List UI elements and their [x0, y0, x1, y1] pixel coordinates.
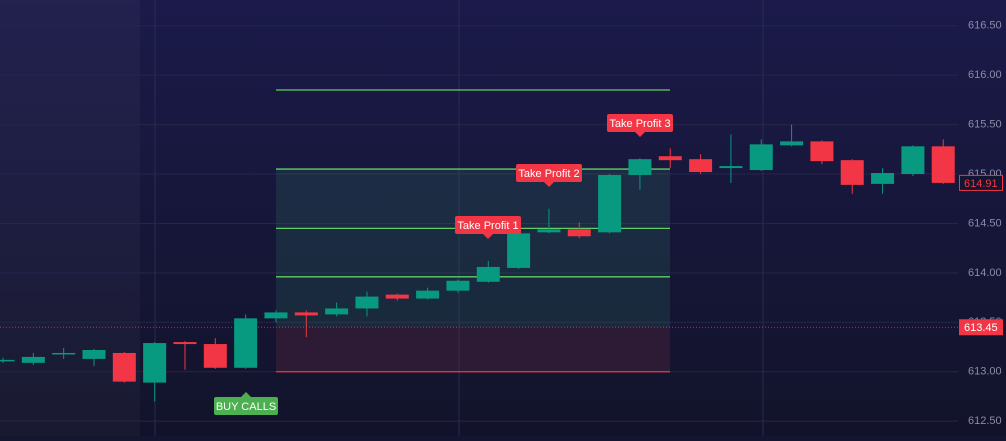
candle-body	[203, 344, 227, 368]
candle-body	[780, 141, 804, 146]
annotation-pointer	[241, 392, 251, 397]
candle-body	[871, 173, 895, 184]
candle-body	[173, 342, 197, 345]
current-price-box	[959, 319, 1003, 336]
candle-body	[658, 156, 682, 161]
candle-body	[416, 290, 440, 299]
candle-body	[598, 174, 622, 233]
candle-body	[507, 233, 531, 268]
annotation-text: Take Profit 2	[518, 168, 579, 180]
annotation-badge	[607, 114, 673, 132]
candle-body	[385, 294, 409, 299]
loss-zone	[276, 327, 670, 372]
candle-body	[82, 349, 106, 359]
last-price-box	[959, 174, 1003, 191]
annotation-badge	[516, 164, 582, 182]
y-tick-label: 614.50	[968, 217, 1002, 229]
last-price-label: 614.91	[964, 178, 998, 190]
y-tick-label: 615.50	[968, 118, 1002, 130]
candle-body	[234, 318, 258, 368]
annotation-text: Take Profit 1	[457, 220, 518, 232]
candle-body	[689, 159, 713, 173]
y-tick-label: 612.50	[968, 415, 1002, 427]
annotation-pointer	[483, 234, 493, 239]
candle-body	[325, 308, 349, 315]
y-tick-label: 613.00	[968, 366, 1002, 378]
candle-body	[931, 146, 955, 183]
current-price-label: 613.45	[964, 322, 998, 334]
y-tick-label: 614.00	[968, 267, 1002, 279]
annotation-pointer	[544, 182, 554, 187]
candle-body	[628, 159, 652, 175]
candle-body	[294, 312, 318, 316]
annotation-badge	[455, 216, 521, 234]
candle-body	[749, 144, 773, 171]
candle-body	[446, 280, 470, 291]
candle-body	[0, 359, 15, 362]
candle-body	[264, 312, 288, 319]
candle-body	[476, 266, 500, 282]
candle-body	[52, 352, 76, 355]
y-tick-label: 616.00	[968, 69, 1002, 81]
candle-body	[112, 352, 136, 382]
candle-body	[567, 229, 591, 237]
annotation-pointer	[635, 132, 645, 137]
candle-body	[21, 356, 45, 363]
candle-body	[901, 146, 925, 175]
candle-body	[143, 343, 167, 383]
annotation-badge	[214, 397, 278, 415]
candle-body	[840, 160, 864, 185]
candle-body	[355, 296, 379, 309]
candle-body	[537, 229, 561, 233]
candle-body	[810, 141, 834, 162]
annotation-text: BUY CALLS	[216, 401, 276, 413]
candle-body	[719, 166, 743, 169]
annotation-text: Take Profit 3	[609, 118, 670, 130]
y-tick-label: 616.50	[968, 20, 1002, 32]
